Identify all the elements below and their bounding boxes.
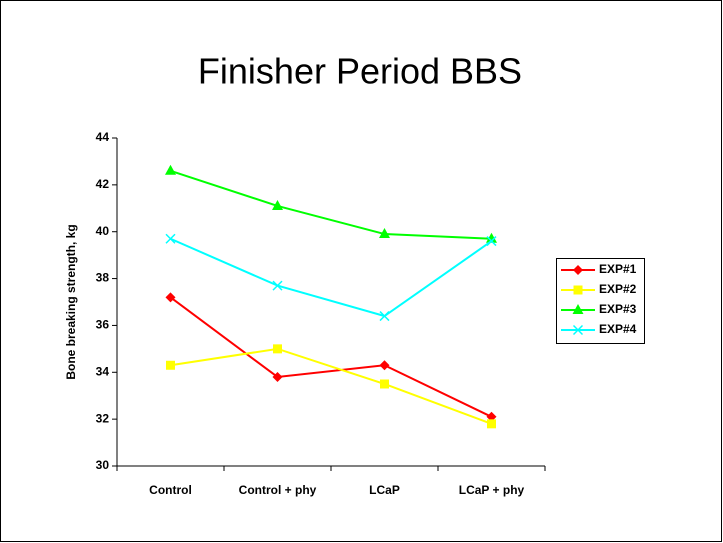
- x-tick-label: LCaP + phy: [459, 483, 525, 497]
- legend-marker: [572, 324, 584, 336]
- y-tick-label: 44: [96, 130, 110, 144]
- legend-label: EXP#3: [599, 302, 637, 316]
- legend-marker: [573, 265, 583, 275]
- x-tick-label: LCaP: [369, 483, 400, 497]
- data-point: [272, 280, 283, 291]
- y-tick-label: 38: [96, 271, 110, 285]
- y-tick-label: 42: [96, 177, 110, 191]
- data-point: [272, 371, 283, 382]
- x-tick-label: Control: [149, 483, 192, 497]
- data-point: [272, 199, 283, 210]
- chart-title: Finisher Period BBS: [198, 51, 522, 92]
- y-tick-label: 30: [96, 458, 110, 472]
- y-tick-label: 36: [96, 318, 110, 332]
- data-point: [165, 292, 176, 303]
- data-point: [165, 233, 176, 244]
- data-point: [486, 411, 497, 422]
- legend-label: EXP#4: [599, 322, 637, 336]
- y-axis-label: Bone breaking strength, kg: [64, 224, 78, 379]
- data-point: [486, 236, 497, 247]
- series-line: [169, 296, 492, 418]
- y-tick-label: 40: [96, 224, 110, 238]
- data-point: [166, 360, 175, 370]
- data-point: [486, 232, 497, 243]
- data-point: [379, 360, 390, 371]
- legend-marker: [573, 285, 583, 295]
- data-point: [380, 379, 389, 389]
- legend-label: EXP#1: [599, 262, 637, 276]
- data-point: [273, 344, 282, 354]
- series-line: [170, 237, 493, 318]
- legend-label: EXP#2: [599, 282, 637, 296]
- series-line: [170, 169, 492, 240]
- data-point: [165, 164, 176, 175]
- series-line: [170, 347, 492, 425]
- data-point: [379, 228, 390, 239]
- data-point: [379, 311, 390, 322]
- x-tick-label: Control + phy: [239, 483, 317, 497]
- legend-marker: [572, 304, 584, 314]
- y-tick-label: 34: [96, 364, 110, 378]
- data-point: [487, 419, 496, 429]
- y-tick-label: 32: [96, 411, 110, 425]
